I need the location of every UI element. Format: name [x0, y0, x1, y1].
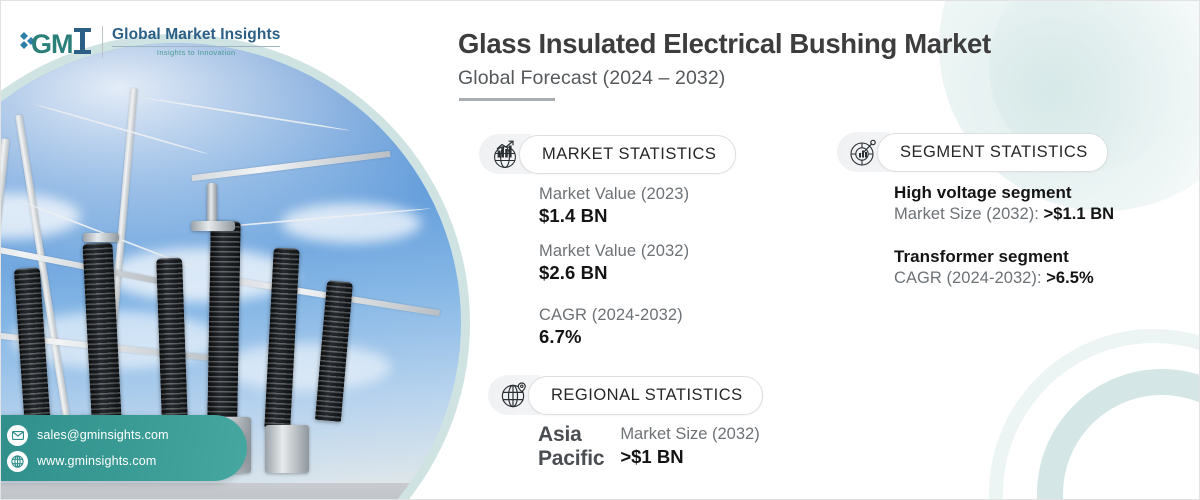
region-name-text: Asia Pacific — [538, 423, 605, 470]
segment-item-1-line: CAGR (2024-2032): >6.5% — [894, 269, 1094, 288]
market-stat-1-label: Market Value (2032) — [539, 242, 690, 260]
envelope-icon — [7, 424, 28, 446]
market-stat-2-value: 6.7% — [539, 326, 582, 347]
market-statistics-header: MARKET STATISTICS — [479, 134, 737, 174]
logo-underline — [112, 46, 281, 48]
logo-company-name: Global Market Insights — [112, 25, 281, 43]
market-statistics-label: MARKET STATISTICS — [519, 134, 737, 174]
logo-tagline: Insights to Innovation — [156, 48, 236, 58]
market-stat-0: Market Value (2023) $1.4 BN — [539, 185, 689, 227]
decor-ring-bottom-right-outer — [989, 329, 1199, 499]
market-stat-2: CAGR (2024-2032) 6.7% — [539, 306, 683, 348]
title-underline — [459, 98, 555, 101]
segment-item-0: High voltage segment Market Size (2032):… — [894, 183, 1114, 224]
contact-pill: sales@gminsights.com www.gminsights.com — [1, 415, 247, 481]
regional-stat: Asia Pacific Market Size (2032) >$1 BN — [538, 423, 760, 470]
page-subtitle: Global Forecast (2024 – 2032) — [458, 67, 726, 89]
page-title: Glass Insulated Electrical Bushing Marke… — [458, 28, 991, 59]
segment-item-1-value: >6.5% — [1046, 269, 1094, 287]
segment-item-0-metric: Market Size (2032): — [894, 205, 1044, 223]
ground-plane — [1, 483, 461, 499]
contact-email-row[interactable]: sales@gminsights.com — [7, 424, 247, 446]
website-text: www.gminsights.com — [37, 454, 157, 468]
logo-divider — [102, 26, 103, 58]
region-metric-value: >$1 BN — [620, 446, 684, 468]
decor-ring-bottom-right — [1037, 369, 1199, 499]
svg-text:GM: GM — [31, 29, 73, 59]
market-stat-2-label: CAGR (2024-2032) — [539, 306, 683, 324]
region-name: Asia Pacific — [538, 423, 605, 470]
segment-item-1-metric: CAGR (2024-2032): — [894, 269, 1047, 287]
region-metric-label: Market Size (2032) — [620, 425, 760, 444]
segment-item-1-name: Transformer segment — [894, 247, 1069, 266]
regional-statistics-label: REGIONAL STATISTICS — [528, 375, 763, 415]
regional-statistics-header: REGIONAL STATISTICS — [488, 375, 763, 415]
brand-logo[interactable]: GM Global Market Insights Insights to In… — [17, 23, 281, 61]
email-text: sales@gminsights.com — [37, 428, 169, 442]
logo-wordmark: Global Market Insights Insights to Innov… — [112, 25, 281, 58]
segment-item-0-value: >$1.1 BN — [1043, 205, 1115, 223]
segment-statistics-label: SEGMENT STATISTICS — [877, 132, 1108, 172]
segment-item-0-line: Market Size (2032): >$1.1 BN — [894, 205, 1114, 224]
segment-item-0-name: High voltage segment — [894, 183, 1072, 202]
contact-website-row[interactable]: www.gminsights.com — [7, 450, 247, 472]
segment-item-1: Transformer segment CAGR (2024-2032): >6… — [894, 247, 1094, 288]
market-stat-0-label: Market Value (2023) — [539, 185, 690, 203]
globe-icon — [7, 450, 28, 472]
region-metric: Market Size (2032) >$1 BN — [620, 425, 759, 468]
gmi-monogram-icon: GM — [17, 23, 93, 61]
market-stat-1-value: $2.6 BN — [539, 262, 608, 283]
market-stat-0-value: $1.4 BN — [539, 205, 608, 226]
segment-statistics-header: SEGMENT STATISTICS — [837, 132, 1108, 172]
market-stat-1: Market Value (2032) $2.6 BN — [539, 242, 689, 284]
